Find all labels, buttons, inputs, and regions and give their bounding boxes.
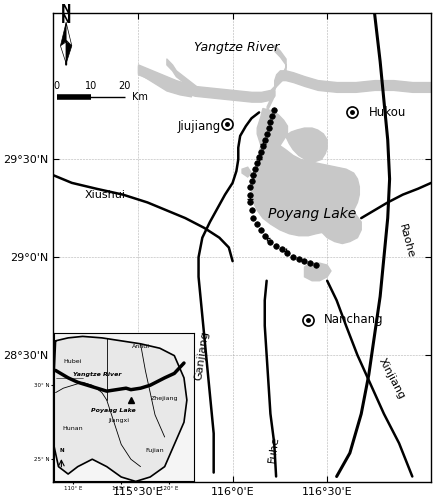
Text: 10: 10 [85, 81, 97, 91]
Polygon shape [60, 22, 66, 46]
Polygon shape [242, 167, 252, 177]
Text: Fuhe: Fuhe [267, 435, 281, 463]
Text: Raohe: Raohe [397, 224, 416, 260]
Text: Poyang Lake: Poyang Lake [268, 207, 356, 221]
Text: 0: 0 [54, 81, 60, 91]
Polygon shape [60, 42, 66, 64]
Text: Hukou: Hukou [369, 106, 406, 119]
Polygon shape [305, 263, 331, 280]
Text: Xinjiang: Xinjiang [376, 356, 406, 401]
Text: Xiushui: Xiushui [85, 190, 126, 200]
Text: N: N [61, 14, 71, 26]
Polygon shape [66, 42, 72, 64]
Polygon shape [252, 108, 359, 236]
Text: 20: 20 [118, 81, 131, 91]
Text: Yangtze River: Yangtze River [194, 42, 279, 54]
Text: N: N [61, 4, 71, 16]
Text: Ganjiang: Ganjiang [194, 330, 211, 380]
Text: Km: Km [132, 92, 148, 102]
Polygon shape [319, 202, 361, 243]
Text: Nanchang: Nanchang [323, 314, 383, 326]
Text: Jiujiang: Jiujiang [178, 120, 221, 132]
Polygon shape [66, 22, 72, 46]
